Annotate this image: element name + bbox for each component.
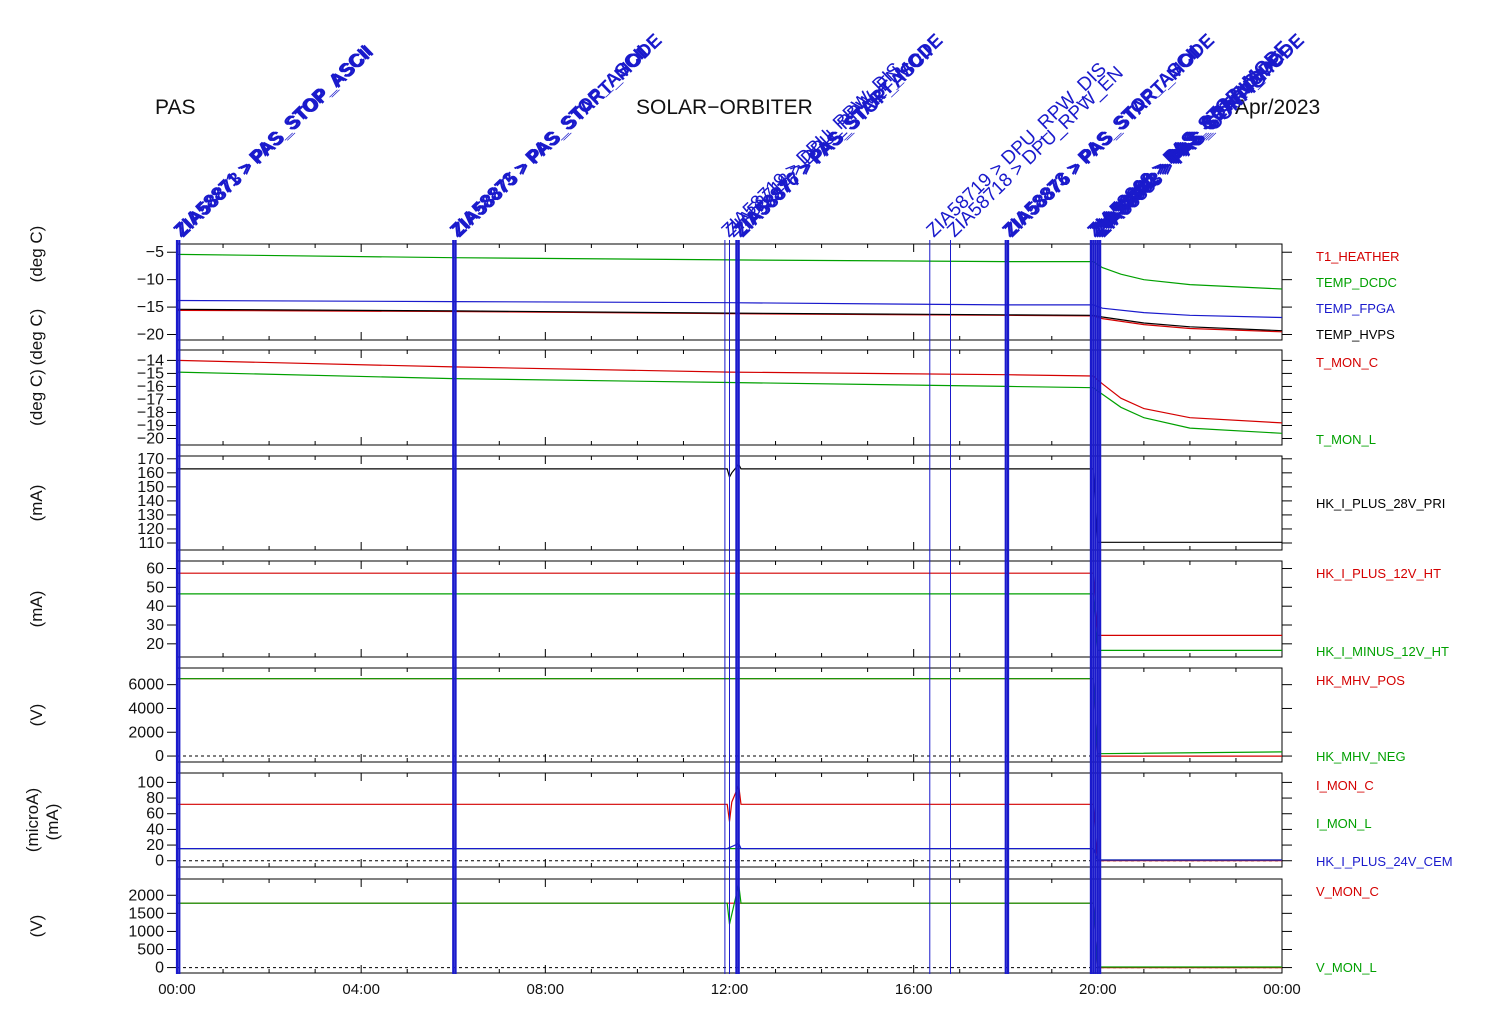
y-tick-label: 1000 [128,923,164,940]
y-axis-label: (deg C) [27,226,46,283]
y-tick-label: 120 [137,521,164,538]
y-tick-label: 2000 [128,724,164,741]
y-axis-label: (deg C) [27,369,46,426]
y-tick-label: 30 [146,617,164,634]
legend-label: V_MON_C [1316,884,1379,899]
instrument-title: PAS [155,96,196,119]
y-tick-label: −16 [137,378,164,395]
event-label: ZIA58875 > PAS_START_MODE [448,30,666,242]
y-axis-label: (mA) [27,485,46,522]
y-tick-label: −15 [137,365,164,382]
legend-label: V_MON_L [1316,960,1377,975]
x-tick-label: 20:00 [1079,981,1117,998]
y-tick-label: 100 [137,774,164,791]
legend-label: HK_MHV_POS [1316,673,1405,688]
x-tick-label: 04:00 [342,981,380,998]
y-tick-label: −14 [137,352,164,369]
y-tick-label: −20 [137,327,164,344]
y-axis-label: (deg C) [27,309,46,366]
y-tick-label: 0 [155,853,164,870]
y-tick-label: 1500 [128,905,164,922]
y-tick-label: 500 [137,942,164,959]
event-label: ZIA58883 > PAS_CONFIG [1093,69,1271,242]
y-tick-label: 40 [146,598,164,615]
legend-label: T_MON_C [1316,355,1378,370]
y-tick-label: 80 [146,790,164,807]
y-tick-label: −19 [137,417,164,434]
x-tick-label: 16:00 [895,981,933,998]
legend-label: HK_I_PLUS_24V_CEM [1316,854,1453,869]
y-tick-label: 50 [146,579,164,596]
y-axis-label: (V) [27,704,46,727]
y-tick-label: 170 [137,451,164,468]
y-tick-label: 130 [137,507,164,524]
legend-label: I_MON_C [1316,778,1374,793]
event-label: ZIA58877 > PAS_STOP_ASCII [732,42,938,242]
y-tick-label: 150 [137,479,164,496]
legend-label: I_MON_L [1316,816,1372,831]
legend-label: HK_MHV_NEG [1316,749,1406,764]
x-tick-label: 00:00 [1263,981,1301,998]
y-tick-label: 60 [146,806,164,823]
x-tick-label: 00:00 [158,981,196,998]
x-tick-label: 12:00 [711,981,749,998]
y-tick-label: 4000 [128,700,164,717]
y-axis-label: (mA) [27,591,46,628]
legend-label: TEMP_FPGA [1316,301,1395,316]
y-tick-label: −5 [146,244,164,261]
legend-label: T_MON_L [1316,432,1376,447]
y-tick-label: 40 [146,821,164,838]
y-axis-label: (microA) [23,788,42,852]
y-tick-label: 60 [146,561,164,578]
y-tick-label: 0 [155,960,164,977]
legend-label: TEMP_HVPS [1316,327,1395,342]
legend-label: T1_HEATHER [1316,249,1400,264]
x-tick-label: 08:00 [527,981,565,998]
y-tick-label: 140 [137,493,164,510]
y-axis-label: (mA) [43,804,62,841]
legend-label: TEMP_DCDC [1316,275,1397,290]
date-title: Apr/2023 [1235,96,1321,119]
y-tick-label: −10 [137,272,164,289]
y-axis-label: (V) [27,915,46,938]
y-tick-label: 20 [146,636,164,653]
y-tick-label: −17 [137,391,164,408]
y-tick-label: 2000 [128,887,164,904]
y-tick-label: 6000 [128,677,164,694]
event-label: ZIA58873 > PAS_STOP_ASCII [172,42,378,242]
legend-label: HK_I_MINUS_12V_HT [1316,644,1449,659]
y-tick-label: −20 [137,430,164,447]
mission-title: SOLAR−ORBITER [636,96,813,119]
y-tick-label: −18 [137,404,164,421]
y-tick-label: 20 [146,837,164,854]
y-tick-label: 160 [137,465,164,482]
y-tick-label: 0 [155,748,164,765]
legend-label: HK_I_PLUS_28V_PRI [1316,496,1445,511]
y-tick-label: 110 [138,535,164,552]
y-tick-label: −15 [137,299,164,316]
legend-label: HK_I_PLUS_12V_HT [1316,566,1441,581]
